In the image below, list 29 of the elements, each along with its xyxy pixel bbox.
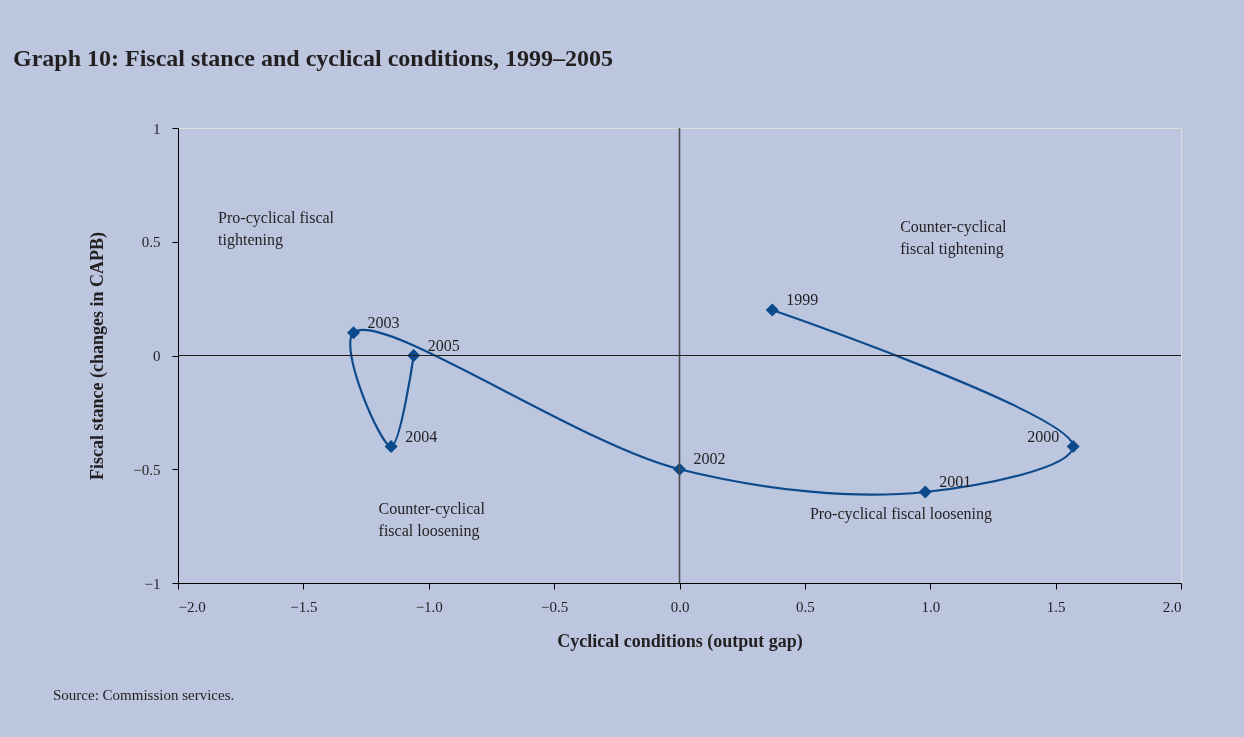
x-tick-label: 2.0 (1162, 598, 1182, 615)
annotation: Pro-cyclical fiscal loosening (809, 504, 993, 523)
y-tick-label: 1 (153, 120, 161, 137)
annotation: 2000 (1027, 427, 1060, 445)
y-tick-label: 0 (153, 348, 161, 364)
x-tick-label: −0.5 (541, 598, 569, 615)
x-tick-label: −2.0 (178, 598, 206, 615)
chart-title: Graph 10: Fiscal stance and cyclical conditions, 1999–2005 (13, 45, 613, 71)
y-axis-title: Fiscal stance (changes in CAPB) (87, 232, 109, 480)
annotation: 2003 (367, 313, 400, 331)
x-axis-title: Cyclical conditions (output gap) (557, 630, 803, 652)
annotation: Counter-cyclical fiscal tightening (900, 218, 1008, 258)
x-tick-label: −1.5 (290, 598, 318, 615)
x-tick-label: 0.0 (670, 598, 690, 615)
x-tick-label: 1.0 (921, 598, 941, 615)
annotation: 2001 (939, 473, 972, 490)
annotation: 2005 (427, 336, 460, 354)
y-tick-label: 0.5 (141, 234, 161, 251)
y-tick-label: −0.5 (133, 461, 161, 478)
annotation: 2002 (693, 450, 726, 468)
annotation: 2004 (405, 427, 438, 445)
source-note: Source: Commission services. (53, 687, 235, 703)
annotation: 1999 (786, 291, 819, 308)
annotation: Pro-cyclical fiscal tightening (218, 208, 335, 249)
annotation: Counter-cyclical fiscal loosening (378, 500, 486, 541)
x-tick-label: 1.5 (1046, 598, 1066, 615)
y-tick-label: −1 (144, 575, 161, 592)
x-tick-label: 0.5 (796, 598, 815, 615)
x-tick-label: −1.0 (415, 598, 443, 615)
